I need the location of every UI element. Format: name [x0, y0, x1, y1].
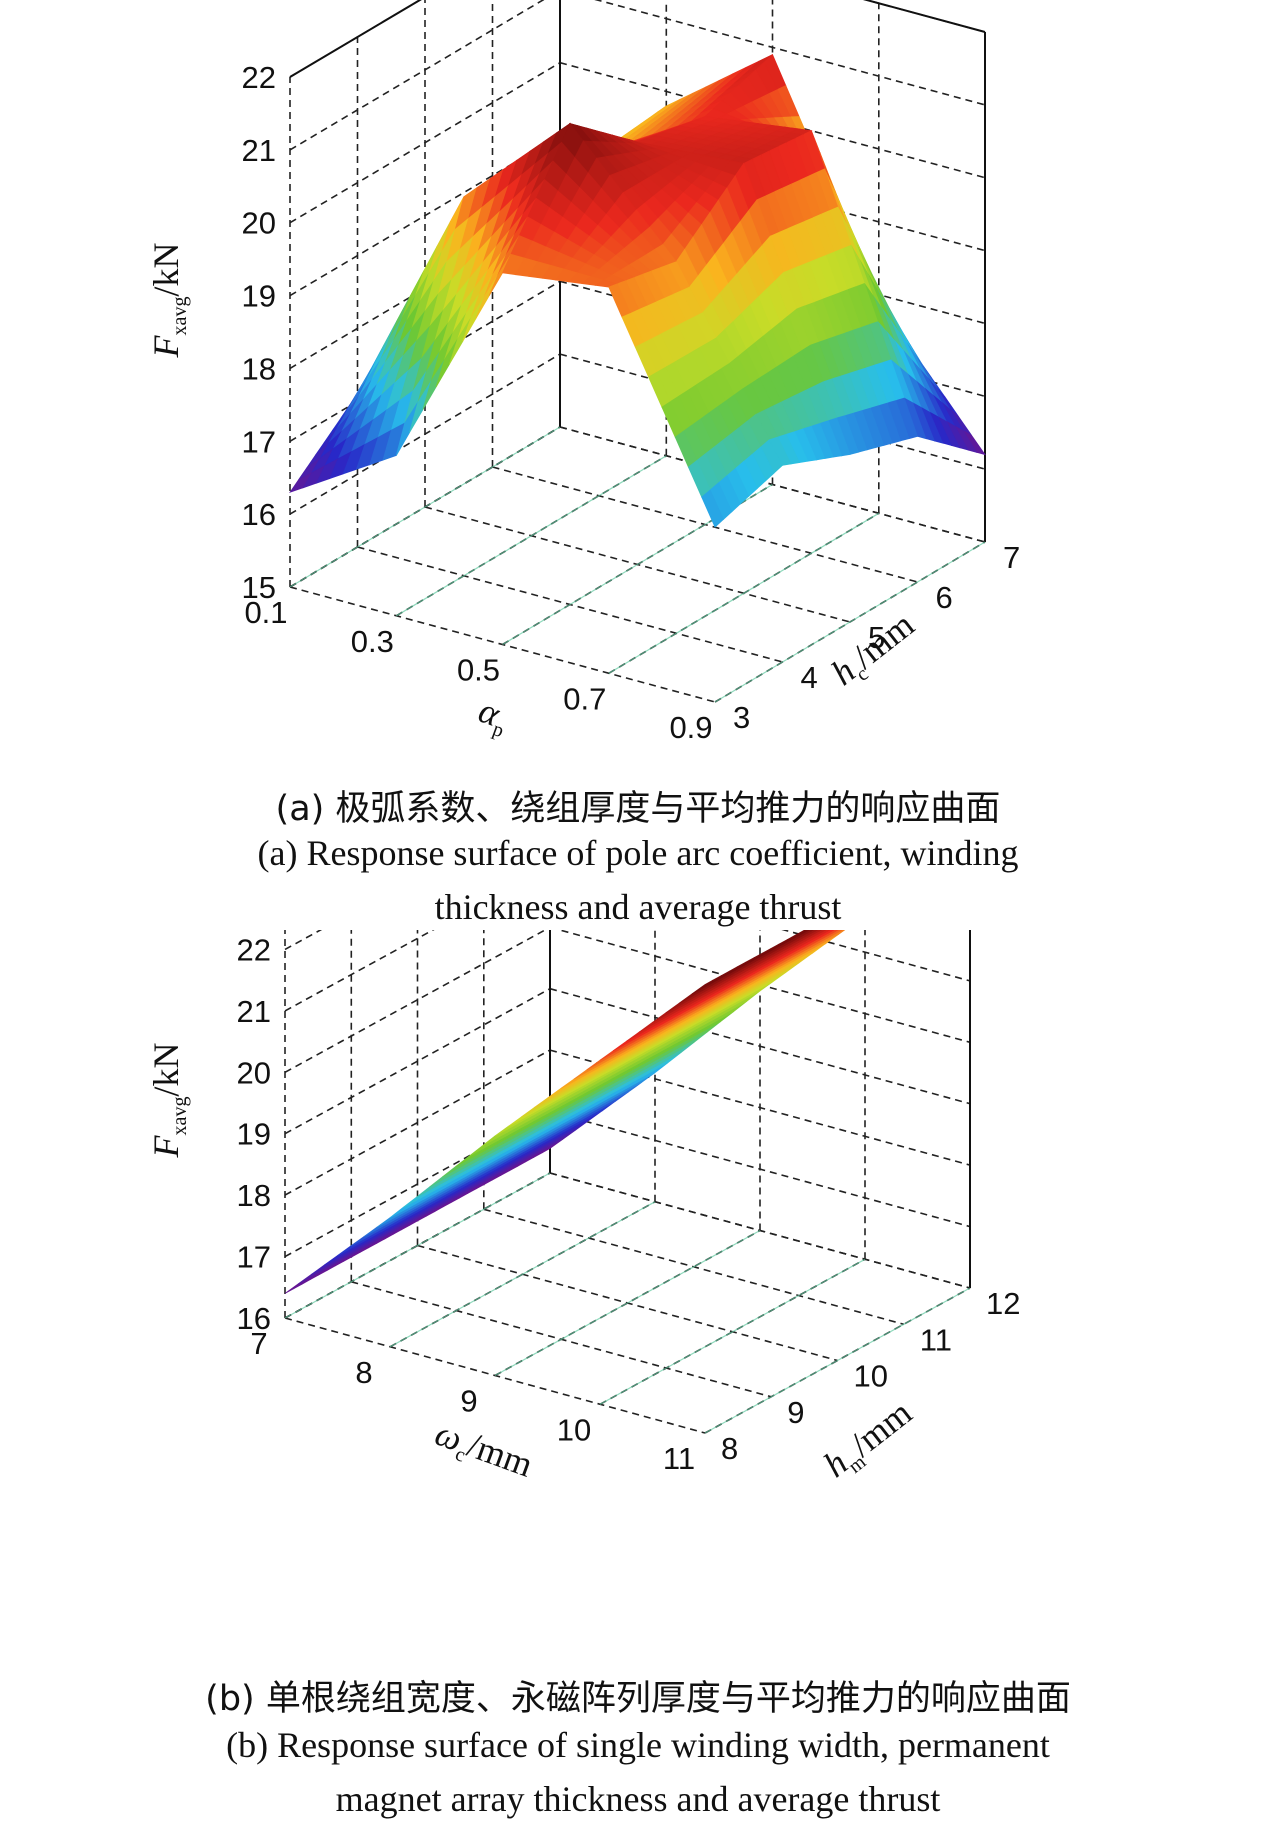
z-tick-label: 19 [237, 1117, 271, 1152]
z-tick-label: 16 [242, 497, 276, 532]
surface-chart-b: 1617181920212223789101189101112Fxavg/kNω… [146, 930, 1020, 1490]
caption-a-english: (a) Response surface of pole arc coeffic… [0, 826, 1276, 934]
floor-contour [289, 426, 561, 588]
y-tick-label: 8 [721, 1431, 738, 1466]
x-tick-label: 8 [355, 1355, 372, 1390]
floor-contour [714, 541, 986, 703]
surface-patch [828, 930, 835, 934]
caption-b-chinese: (b) 单根绕组宽度、永磁阵列厚度与平均推力的响应曲面 [205, 1679, 1071, 1719]
caption-b-english-line1: (b) Response surface of single winding w… [226, 1725, 1050, 1765]
back-wall-gridline [781, 930, 971, 982]
surface-mesh [284, 930, 846, 1294]
caption-b-english-line2: magnet array thickness and average thrus… [335, 1779, 941, 1819]
box-edge [289, 0, 422, 78]
z-tick-label: 22 [237, 932, 271, 967]
z-tick-label: 17 [242, 424, 276, 459]
z-tick-label: 18 [242, 351, 276, 386]
x-axis-label: ωc/mm [428, 1413, 538, 1490]
y-tick-label: 10 [854, 1359, 888, 1394]
box-edge [862, 0, 986, 33]
x-tick-label: 0.9 [669, 710, 712, 745]
z-tick-label: 20 [237, 1055, 271, 1090]
chart-panel-b: 1617181920212223789101189101112Fxavg/kNω… [0, 930, 1276, 1645]
x-tick-label: 10 [557, 1412, 591, 1447]
caption-a-chinese: (a) 极弧系数、绕组厚度与平均推力的响应曲面 [275, 789, 1001, 829]
caption-a-english-line2: thickness and average thrust [434, 887, 842, 927]
caption-b-english: (b) Response surface of single winding w… [0, 1718, 1276, 1826]
z-tick-label: 16 [237, 1301, 271, 1336]
x-axis-label: αp [472, 690, 515, 742]
y-tick-label: 6 [936, 580, 953, 615]
floor-contour [284, 1172, 551, 1319]
z-tick-label: 20 [242, 206, 276, 241]
floor-contour [395, 455, 667, 617]
y-axis-label: hm/mm [816, 1392, 922, 1489]
surface-patch [701, 489, 724, 528]
floor-contour [389, 1201, 656, 1348]
y-tick-label: 7 [1003, 540, 1020, 575]
left-wall-gridline [284, 1049, 551, 1196]
z-tick-label: 22 [242, 60, 276, 95]
x-tick-label: 0.7 [563, 681, 606, 716]
y-tick-label: 3 [733, 700, 750, 735]
x-tick-label: 7 [250, 1326, 267, 1361]
x-tick-label: 0.3 [351, 624, 394, 659]
floor-contour [599, 1258, 866, 1405]
z-tick-label: 18 [237, 1178, 271, 1213]
z-tick-label: 19 [242, 279, 276, 314]
y-axis-label: hc/mm [824, 604, 925, 697]
y-tick-label: 11 [920, 1322, 952, 1357]
z-axis-label: Fxavg/kN [146, 1043, 191, 1159]
z-tick-label: 21 [237, 994, 271, 1029]
z-tick-label: 15 [242, 570, 276, 605]
y-tick-label: 12 [986, 1286, 1020, 1321]
x-tick-label: 0.1 [244, 595, 287, 630]
y-tick-label: 5 [868, 620, 885, 655]
floor-contour [608, 512, 880, 674]
x-tick-label: 9 [460, 1384, 477, 1419]
surface-patch [691, 979, 714, 995]
surface-mesh [288, 53, 986, 528]
x-tick-label: 11 [663, 1441, 695, 1476]
surface-chart-a: 15 16 17 18 19 20 21 22 0.1 0.3 0.5 0.7 0.9 3 4 5 6 7 Fxav… [146, 0, 1020, 745]
chart-panel-a: 15 16 17 18 19 20 21 22 0.1 0.3 0.5 0.7 0.9 3 4 5 6 7 Fxav… [0, 0, 1276, 780]
z-axis-label: Fxavg/kN [146, 243, 191, 359]
floor-contour [494, 1229, 761, 1377]
caption-a-english-line1: (a) Response surface of pole arc coeffic… [257, 833, 1019, 873]
left-wall-gridline [284, 1110, 551, 1258]
left-wall-gridline [284, 987, 551, 1135]
left-wall-gridline [284, 930, 547, 1074]
y-tick-label: 4 [801, 660, 818, 695]
y-tick-label: 9 [787, 1395, 804, 1430]
z-tick-label: 17 [237, 1240, 271, 1275]
left-wall-gridline [284, 930, 435, 1012]
floor-contour [704, 1287, 971, 1434]
z-tick-label: 21 [242, 133, 276, 168]
x-tick-label: 0.5 [457, 653, 500, 688]
